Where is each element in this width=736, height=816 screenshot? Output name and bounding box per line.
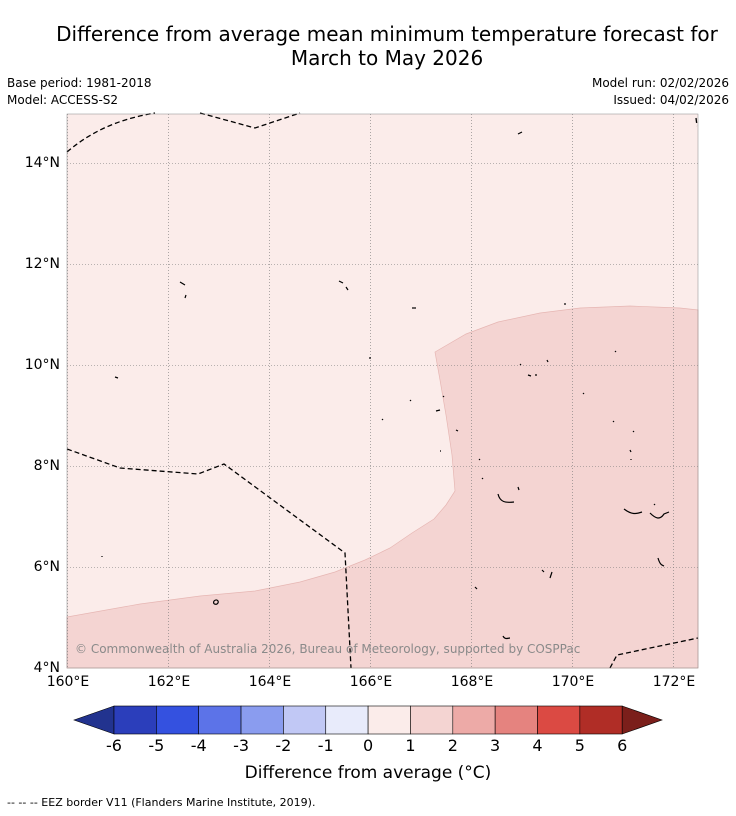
map-frame (66, 113, 699, 669)
colorbar-tick-label: 2 (447, 736, 458, 755)
colorbar-tick-label: -4 (190, 736, 207, 755)
lon-label-168e: 168°E (450, 674, 494, 690)
copyright-watermark: © Commonwealth of Australia 2026, Bureau… (75, 642, 580, 656)
colorbar-tick-label: 6 (617, 736, 628, 755)
lat-label-4n: 4°N (33, 660, 60, 676)
colorbar-segment (494, 705, 538, 735)
colorbar-tick-label: 0 (363, 736, 374, 755)
model-run: Model run: 02/02/2026 (591, 76, 729, 90)
colorbar-tick-label: -6 (106, 736, 122, 755)
colorbar-segment (325, 705, 369, 735)
base-period: Base period: 1981-2018 (7, 76, 152, 90)
title-line-2: March to May 2026 (290, 46, 484, 70)
islands (101, 131, 670, 640)
colorbar-segment (240, 705, 284, 735)
lat-label-10n: 10°N (24, 357, 60, 373)
colorbar-arrow-high (621, 705, 663, 735)
meta-right: Model run: 02/02/2026 Issued: 04/02/2026 (592, 75, 729, 109)
colorbar-segment (113, 705, 157, 735)
map-title: Difference from average mean minimum tem… (0, 22, 736, 70)
colorbar-segment (410, 705, 454, 735)
colorbar-tick-label: -2 (275, 736, 292, 755)
colorbar-segment (198, 705, 242, 735)
colorbar-segment (156, 705, 200, 735)
model-name: Model: ACCESS-S2 (7, 93, 119, 107)
issued-date: Issued: 04/02/2026 (613, 93, 729, 107)
lon-label-164e: 164°E (248, 674, 292, 690)
anomaly-region-1-to-2 (66, 305, 699, 669)
eez-footnote: -- -- -- EEZ border V11 (Flanders Marine… (7, 796, 316, 809)
lon-label-160e: 160°E (46, 674, 90, 690)
colorbar-tick-label: -3 (233, 736, 250, 755)
colorbar (73, 705, 663, 735)
lon-label-162e: 162°E (147, 674, 191, 690)
lon-label-172e: 172°E (652, 674, 696, 690)
gridlines (67, 114, 698, 668)
eez-borders (66, 112, 699, 669)
colorbar-segment (367, 705, 411, 735)
colorbar-title: Difference from average (°C) (244, 763, 492, 783)
colorbar-tick-label: 5 (574, 736, 585, 755)
lon-label-166e: 166°E (349, 674, 393, 690)
colorbar-segment (579, 705, 623, 735)
colorbar-segment (452, 705, 496, 735)
colorbar-tick-label: 3 (490, 736, 501, 755)
lon-label-170e: 170°E (551, 674, 595, 690)
lat-label-14n: 14°N (24, 155, 60, 171)
colorbar-segment (283, 705, 327, 735)
title-line-1: Difference from average mean minimum tem… (56, 22, 718, 46)
colorbar-arrow-low (73, 705, 115, 735)
colorbar-tick-label: -5 (148, 736, 165, 755)
lat-label-6n: 6°N (33, 559, 60, 575)
colorbar-tick-label: 1 (405, 736, 416, 755)
colorbar-segment (537, 705, 581, 735)
meta-left: Base period: 1981-2018 Model: ACCESS-S2 (7, 75, 152, 109)
colorbar-tick-label: -1 (317, 736, 334, 755)
colorbar-tick-label: 4 (532, 736, 543, 755)
lat-label-8n: 8°N (33, 458, 60, 474)
lat-label-12n: 12°N (24, 256, 60, 272)
